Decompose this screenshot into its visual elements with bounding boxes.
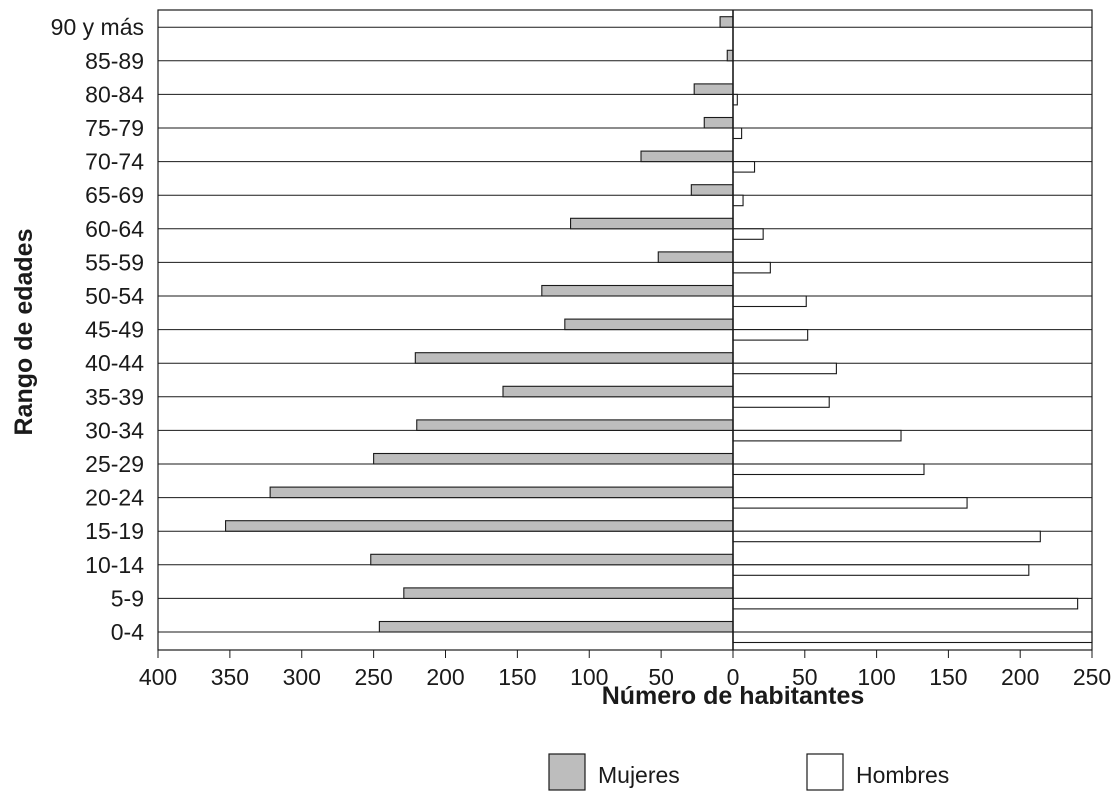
bar-hombres <box>732 497 968 509</box>
x-tick-label: 250 <box>354 664 392 690</box>
y-tick-label: 90 y más <box>51 14 144 40</box>
bar-mujeres <box>693 83 734 95</box>
y-tick-label: 65-69 <box>85 182 144 208</box>
legend: Mujeres Hombres <box>548 753 949 791</box>
y-tick-label: 20-24 <box>85 485 144 511</box>
bar-mujeres <box>570 217 734 230</box>
bar-hombres <box>732 597 1079 610</box>
x-tick-label: 0 <box>727 664 740 690</box>
y-tick-label: 50-54 <box>85 283 144 309</box>
x-tick-labels: 400 350 300 250 200 150 100 50 0 50 100 150 200 250 <box>139 650 1111 690</box>
bar-hombres <box>732 127 743 140</box>
bar-hombres <box>732 564 1030 576</box>
y-tick-label: 25-29 <box>85 451 144 477</box>
x-tick-label: 50 <box>792 664 818 690</box>
bar-hombres <box>732 530 1041 543</box>
y-tick-label: 35-39 <box>85 384 144 410</box>
bar-mujeres <box>414 352 734 364</box>
x-tick-label: 200 <box>426 664 464 690</box>
bar-mujeres <box>416 419 734 431</box>
bar-mujeres <box>726 49 734 62</box>
y-tick-label: 80-84 <box>85 81 144 107</box>
y-tick-label: 40-44 <box>85 350 144 376</box>
legend-label-mujeres: Mujeres <box>598 762 680 788</box>
legend-swatch-mujeres <box>548 753 586 791</box>
bar-mujeres <box>403 587 734 599</box>
bar-hombres <box>732 362 837 375</box>
plot-frame <box>157 9 1093 651</box>
x-tick-label: 300 <box>283 664 321 690</box>
bar-mujeres <box>703 116 734 129</box>
y-tick-label: 75-79 <box>85 115 144 141</box>
bar-mujeres <box>541 284 734 297</box>
bar-mujeres <box>502 385 734 398</box>
bar-mujeres <box>690 184 734 196</box>
bar-mujeres <box>370 553 734 566</box>
x-tick-label: 350 <box>211 664 249 690</box>
y-tick-label: 5-9 <box>111 585 144 611</box>
bar-mujeres <box>378 620 734 633</box>
y-tick-label: 0-4 <box>111 619 144 645</box>
x-tick-label: 150 <box>929 664 967 690</box>
y-tick-label: 85-89 <box>85 48 144 74</box>
bar-mujeres <box>640 150 734 163</box>
x-tick-label: 50 <box>648 664 674 690</box>
x-tick-label: 250 <box>1073 664 1111 690</box>
x-tick-label: 400 <box>139 664 177 690</box>
x-tick-label: 100 <box>570 664 608 690</box>
legend-label-hombres: Hombres <box>856 762 949 788</box>
x-tick-label: 150 <box>498 664 536 690</box>
bars <box>225 16 1093 644</box>
y-tick-label: 60-64 <box>85 216 144 242</box>
y-tick-labels: 0-4 5-9 10-14 15-19 20-24 25-29 30-34 35-39 40-4… <box>51 14 145 645</box>
bar-mujeres <box>657 251 734 263</box>
bar-hombres <box>732 429 902 442</box>
bar-hombres <box>732 329 809 341</box>
bar-hombres <box>732 194 744 207</box>
y-tick-label: 70-74 <box>85 149 144 175</box>
bar-mujeres <box>719 16 734 28</box>
bar-hombres <box>732 631 1093 644</box>
bar-mujeres <box>564 318 734 331</box>
bar-hombres <box>732 463 925 476</box>
bar-hombres <box>732 228 764 240</box>
legend-swatch-hombres <box>806 753 844 791</box>
x-tick-label: 100 <box>857 664 895 690</box>
x-tick-label: 200 <box>1001 664 1039 690</box>
bar-mujeres <box>373 452 734 465</box>
bar-mujeres <box>225 520 734 532</box>
bar-hombres <box>732 161 756 173</box>
y-axis-title: Rango de edades <box>10 229 38 436</box>
bar-hombres <box>732 295 807 308</box>
bar-mujeres <box>269 486 734 499</box>
y-tick-label: 15-19 <box>85 518 144 544</box>
y-tick-label: 10-14 <box>85 552 144 578</box>
y-tick-label: 45-49 <box>85 317 144 343</box>
bar-hombres <box>732 261 771 274</box>
y-tick-label: 30-34 <box>85 417 144 443</box>
x-axis-title: Número de habitantes <box>602 682 865 710</box>
y-tick-label: 55-59 <box>85 249 144 275</box>
bar-hombres <box>732 396 830 408</box>
